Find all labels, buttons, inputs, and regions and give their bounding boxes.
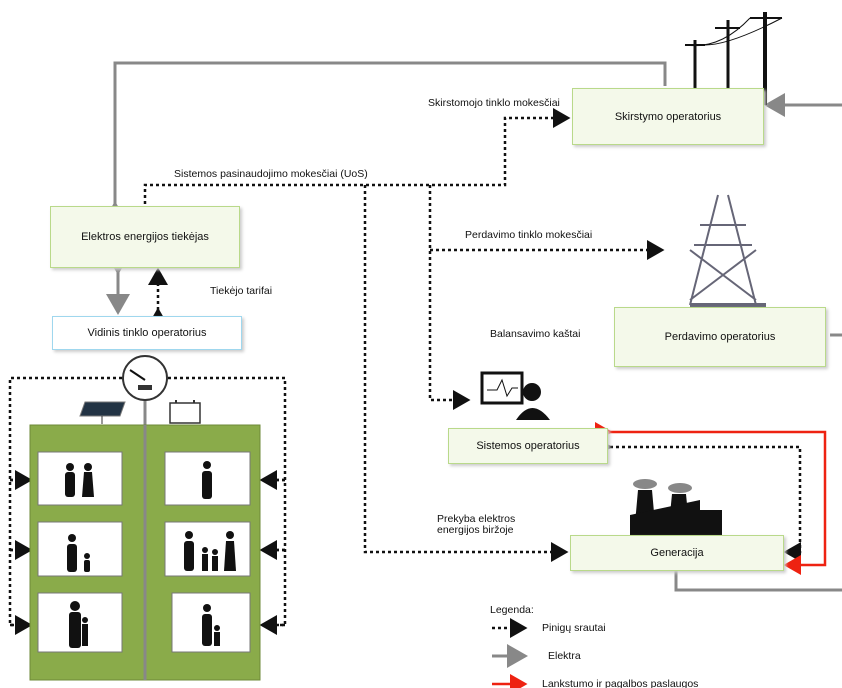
meter — [122, 355, 168, 401]
factory-icon — [630, 479, 722, 535]
solar-panel — [79, 401, 126, 424]
computer-icon — [480, 371, 550, 420]
people-icons — [65, 461, 236, 648]
supplier-box: Elektros energijos tiekėjas — [50, 206, 240, 268]
legend-item: Pinigų srautai — [542, 622, 606, 634]
line: Prekyba elektros — [437, 513, 516, 525]
battery — [169, 400, 201, 424]
edge-label: Sistemos pasinaudojimo mokesčiai (UoS) — [174, 168, 368, 180]
legend-title: Legenda: — [490, 604, 534, 616]
tso-box: Perdavimo operatorius — [614, 307, 826, 367]
edge-label: Perdavimo tinklo mokesčiai — [465, 229, 593, 241]
utility-poles — [684, 12, 783, 105]
legend-item: Lankstumo ir pagalbos paslaugos — [542, 678, 699, 688]
service-line — [595, 422, 827, 575]
internal-box: Vidinis tinklo operatorius — [52, 316, 242, 350]
legend-item: Elektra — [548, 650, 581, 662]
dso-box: Skirstymo operatorius — [572, 88, 764, 145]
gen-box: Generacija — [570, 535, 784, 571]
edge-label: Tiekėjo tarifai — [210, 285, 273, 297]
edge-label: Prekyba elektros energijos biržoje — [437, 514, 515, 536]
line: energijos biržoje — [437, 524, 514, 536]
so-box: Sistemos operatorius — [448, 428, 608, 464]
edge-label: Balansavimo kaštai — [490, 328, 581, 340]
household-boxes — [37, 451, 251, 653]
money-lines — [8, 108, 802, 638]
pylon — [689, 194, 766, 307]
edge-label: Skirstomojo tinklo mokesčiai — [428, 97, 560, 109]
